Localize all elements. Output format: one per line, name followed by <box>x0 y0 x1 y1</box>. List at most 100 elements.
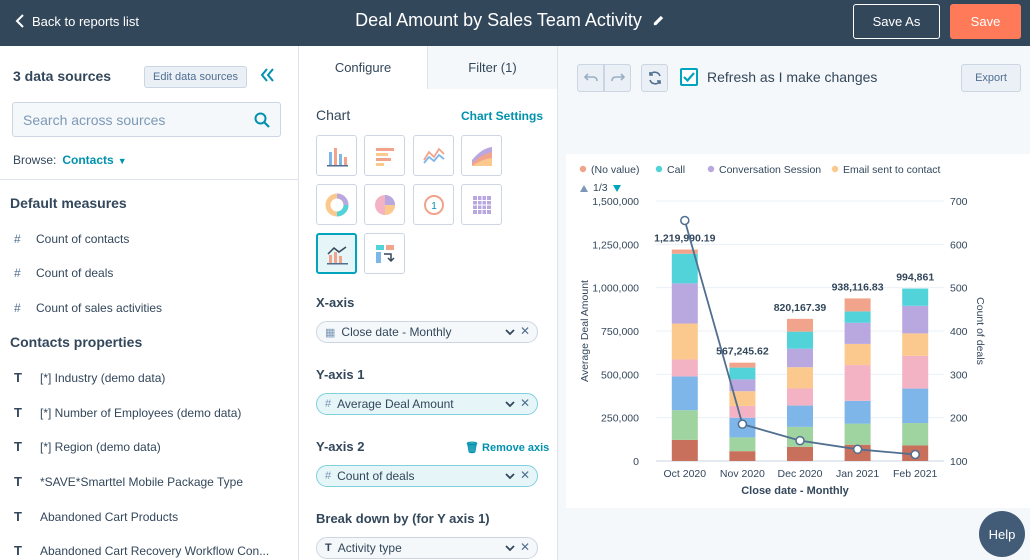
save-button[interactable]: Save <box>950 4 1021 39</box>
refresh-checkbox[interactable] <box>680 68 698 86</box>
list-item[interactable]: T [*] Region (demo data) <box>14 439 161 454</box>
y-tick-label: 750,000 <box>601 326 639 338</box>
legend-swatch <box>831 165 839 173</box>
line-chart-button[interactable] <box>413 135 454 176</box>
text-type-icon: T <box>325 542 332 554</box>
tab-filter[interactable]: Filter (1) <box>427 46 557 89</box>
single-value-button[interactable]: 1 <box>413 184 454 225</box>
y2-tick-label: 100 <box>950 456 968 468</box>
chevron-down-icon[interactable] <box>505 398 515 410</box>
breakdown-select[interactable]: T Activity type ✕ <box>316 537 538 559</box>
breakdown-value: Activity type <box>337 541 402 555</box>
pivot-table-button[interactable] <box>364 233 405 274</box>
list-item[interactable]: T Abandoned Cart Products <box>14 509 178 524</box>
list-item[interactable]: T [*] Number of Employees (demo data) <box>14 405 241 420</box>
list-item-label: Count of deals <box>36 266 114 280</box>
pencil-icon[interactable] <box>652 14 665 27</box>
close-icon[interactable]: ✕ <box>519 396 530 410</box>
horizontal-bar-chart-button[interactable] <box>364 135 405 176</box>
bar-segment <box>902 333 929 356</box>
edit-data-sources-button[interactable]: Edit data sources <box>144 66 247 88</box>
line-point <box>737 419 748 429</box>
bar-segment <box>671 359 698 377</box>
bar-segment <box>729 437 756 452</box>
chart-settings-link[interactable]: Chart Settings <box>461 109 544 123</box>
data-label: 938,116.83 <box>832 281 884 293</box>
combo-chart-button[interactable] <box>316 233 357 274</box>
area-chart-button[interactable] <box>461 135 502 176</box>
collapse-sidebar-icon[interactable] <box>259 66 275 84</box>
bar-segment <box>902 288 929 306</box>
close-icon[interactable]: ✕ <box>519 468 530 482</box>
bar-segment <box>844 298 871 312</box>
y2-tick-label: 500 <box>950 283 968 295</box>
y-tick-label: 250,000 <box>601 413 639 425</box>
bar-segment <box>787 367 813 389</box>
remove-axis-label: Remove axis <box>482 442 550 454</box>
x-tick-label: Jan 2021 <box>836 468 879 480</box>
vertical-bar-chart-button[interactable] <box>316 135 357 176</box>
browse-dropdown[interactable]: Contacts <box>62 153 114 167</box>
report-title[interactable]: Deal Amount by Sales Team Activity <box>355 10 642 30</box>
legend-entry: Call <box>667 164 685 176</box>
x-axis-select[interactable]: ▦ Close date - Monthly ✕ <box>316 321 538 343</box>
legend-prev-icon <box>580 185 588 192</box>
x-tick-label: Dec 2020 <box>778 468 823 480</box>
browse-row: Browse: Contacts ▼ <box>13 153 127 167</box>
caret-down-icon[interactable]: ▼ <box>117 156 127 166</box>
chevron-down-icon[interactable] <box>505 470 515 482</box>
y-axis-2-select[interactable]: # Count of deals ✕ <box>316 465 538 487</box>
remove-axis-link[interactable]: 🗑 Remove axis <box>465 441 549 454</box>
export-button[interactable]: Export <box>961 64 1021 92</box>
y-axis-1-select[interactable]: # Average Deal Amount ✕ <box>316 393 538 415</box>
bar-segment <box>671 253 698 284</box>
donut-chart-button[interactable] <box>316 184 357 225</box>
list-item[interactable]: T *SAVE*Smarttel Mobile Package Type <box>14 474 243 489</box>
bar-segment <box>671 249 698 254</box>
legend-entry: Email sent to contact <box>843 164 941 176</box>
chevron-down-icon[interactable] <box>505 542 515 554</box>
calendar-icon: ▦ <box>325 326 336 339</box>
list-item[interactable]: T [*] Industry (demo data) <box>14 370 165 385</box>
chevron-down-icon[interactable] <box>505 326 515 338</box>
line-point <box>795 435 805 446</box>
list-item-label: [*] Number of Employees (demo data) <box>40 405 242 420</box>
area-chart-icon <box>471 146 492 166</box>
y-axis-2-value: Count of deals <box>337 469 415 483</box>
y-tick-label: 500,000 <box>601 369 639 381</box>
bar-segment <box>902 355 929 389</box>
close-icon[interactable]: ✕ <box>519 324 530 338</box>
bar-segment <box>844 322 871 344</box>
list-item[interactable]: T Abandoned Cart Recovery Workflow Con... <box>14 543 269 558</box>
help-button[interactable]: Help <box>979 511 1025 557</box>
table-button[interactable] <box>461 184 502 225</box>
y-tick-label: 1,250,000 <box>592 239 639 251</box>
save-as-button[interactable]: Save As <box>853 4 940 39</box>
refresh-button[interactable] <box>641 64 668 92</box>
search-input[interactable]: Search across sources <box>12 102 281 137</box>
chevron-left-icon <box>15 14 24 28</box>
bar-segment <box>671 439 698 461</box>
pie-chart-button[interactable] <box>364 184 405 225</box>
horizontal-bar-chart-icon <box>375 147 394 166</box>
configure-panel: Configure Filter (1) Chart Chart Setting… <box>299 46 557 560</box>
list-item-label: Abandoned Cart Recovery Workflow Con... <box>40 543 270 558</box>
list-item[interactable]: # Count of contacts <box>14 232 129 246</box>
list-item[interactable]: # Count of sales activities <box>14 301 162 315</box>
undo-button[interactable] <box>577 64 604 92</box>
contacts-properties-heading: Contacts properties <box>10 334 143 350</box>
bar-segment <box>671 283 698 324</box>
list-item-label: [*] Region (demo data) <box>40 439 161 454</box>
x-axis-label: X-axis <box>316 295 355 310</box>
list-item[interactable]: # Count of deals <box>14 266 113 280</box>
number-type-icon: # <box>325 398 332 410</box>
redo-button[interactable] <box>604 64 631 92</box>
back-to-reports-link[interactable]: Back to reports list <box>14 13 139 29</box>
breakdown-label: Break down by (for Y axis 1) <box>316 511 490 526</box>
tab-configure[interactable]: Configure <box>299 46 427 89</box>
number-type-icon: # <box>14 232 21 246</box>
trash-icon: 🗑 <box>465 442 479 454</box>
close-icon[interactable]: ✕ <box>519 540 530 554</box>
list-item-label: Count of sales activities <box>36 301 163 315</box>
table-icon <box>472 195 491 214</box>
